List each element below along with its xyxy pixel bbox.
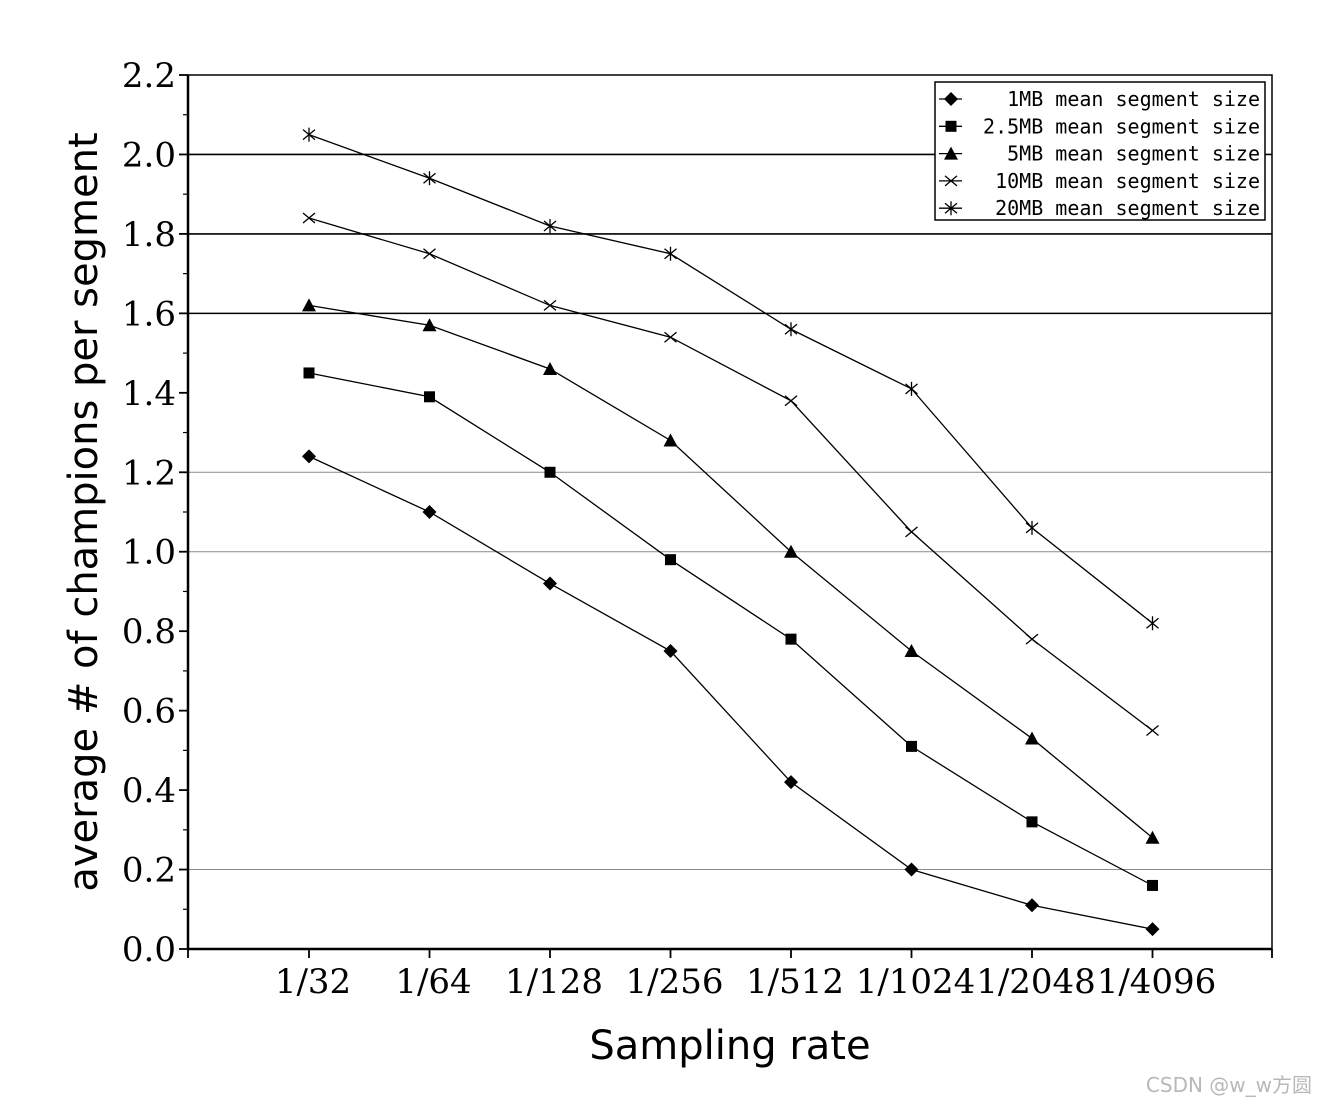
gridlines [188, 153, 1272, 871]
legend-label: 2.5MB mean segment size [983, 114, 1260, 138]
data-point [544, 466, 556, 478]
data-point [1025, 520, 1039, 535]
data-point [1146, 616, 1159, 631]
series-5 [302, 127, 1159, 631]
data-point [785, 633, 797, 645]
data-point [905, 381, 918, 396]
data-point [543, 299, 557, 311]
series-line [308, 133, 1153, 624]
legend-item: 20MB mean segment size [939, 196, 1260, 220]
data-point [904, 644, 919, 658]
legend-marker [944, 92, 958, 106]
data-point [543, 361, 557, 375]
series-4 [302, 212, 1159, 736]
legend-item: 10MB mean segment size [939, 169, 1260, 193]
x-tick-label: 1/2048 [976, 962, 1096, 1002]
data-point [784, 775, 798, 790]
legend-item: 5MB mean segment size [939, 142, 1260, 166]
data-point [1025, 731, 1039, 745]
data-point [302, 212, 316, 224]
data-point [1026, 816, 1038, 828]
legend-item: 2.5MB mean segment size [939, 114, 1260, 138]
data-point [664, 331, 677, 343]
y-tick-label: 0.0 [122, 930, 176, 970]
data-point [1147, 879, 1158, 891]
series-3 [302, 298, 1160, 844]
watermark-text: CSDN @w_w方圆 [1146, 1073, 1312, 1097]
series-2 [303, 367, 1158, 891]
y-tick-label: 0.4 [122, 771, 176, 811]
data-point [1145, 922, 1160, 937]
data-point [784, 544, 798, 558]
y-tick-label: 1.0 [122, 533, 176, 573]
x-tick-label: 1/256 [626, 962, 724, 1002]
data-point [543, 576, 557, 591]
series-lines [302, 127, 1160, 937]
data-point [422, 505, 437, 519]
data-point [663, 433, 678, 447]
series-1 [302, 449, 1160, 937]
legend-marker [945, 120, 957, 132]
data-point [422, 318, 437, 332]
data-point [905, 526, 918, 538]
legend-box [934, 81, 1266, 221]
y-tick-label: 0.6 [122, 692, 176, 732]
legend-marker [944, 146, 958, 160]
data-point [423, 171, 436, 186]
series-line [308, 455, 1153, 930]
x-tick-label: 1/1024 [856, 962, 976, 1002]
legend: 1MB mean segment size 2.5MB mean segment … [934, 81, 1266, 221]
x-axis-title: Sampling rate [589, 1023, 870, 1069]
legend-label: 20MB mean segment size [995, 196, 1260, 220]
data-point [784, 322, 798, 337]
axes-ticks: 0.0 0.2 0.4 0.6 0.8 1.0 1.2 1.4 1.6 1.8 2.0 2.2 1/32… [122, 56, 1273, 1002]
data-point [1025, 633, 1039, 645]
legend-label: 1MB mean segment size [1007, 87, 1260, 111]
series-line [308, 217, 1153, 732]
data-point [1145, 830, 1160, 844]
series-line [308, 372, 1153, 887]
legend-label: 10MB mean segment size [995, 169, 1260, 193]
data-point [543, 218, 557, 233]
y-tick-label: 1.8 [122, 215, 176, 255]
legend-marker [944, 201, 958, 216]
x-tick-label: 1/128 [505, 962, 603, 1002]
data-point [665, 554, 676, 566]
y-axis-title: average # of champions per segment [61, 132, 107, 891]
x-tick-label: 1/32 [275, 962, 351, 1002]
y-tick-label: 0.8 [122, 612, 176, 652]
y-tick-label: 2.2 [122, 56, 176, 96]
data-point [1146, 725, 1159, 736]
data-point [906, 740, 917, 752]
data-point [784, 395, 798, 407]
data-point [423, 248, 436, 260]
x-tick-label: 1/64 [395, 962, 471, 1002]
y-tick-label: 0.2 [122, 851, 176, 891]
data-point [904, 862, 919, 877]
x-tick-label: 1/512 [746, 962, 844, 1002]
data-point [303, 367, 315, 379]
data-point [424, 391, 435, 403]
legend-item: 1MB mean segment size [939, 87, 1260, 111]
series-line [308, 304, 1153, 839]
legend-label: 5MB mean segment size [1007, 142, 1260, 166]
data-point [302, 298, 316, 312]
y-tick-label: 1.2 [122, 453, 176, 493]
legend-marker [944, 175, 958, 187]
data-point [302, 449, 316, 464]
data-point [663, 644, 678, 659]
data-point [664, 246, 677, 261]
y-tick-label: 1.4 [122, 374, 176, 414]
y-tick-label: 2.0 [122, 135, 176, 175]
x-tick-label: 1/4096 [1097, 962, 1217, 1002]
data-point [302, 127, 316, 142]
data-point [1025, 898, 1039, 913]
y-tick-label: 1.6 [122, 294, 176, 334]
